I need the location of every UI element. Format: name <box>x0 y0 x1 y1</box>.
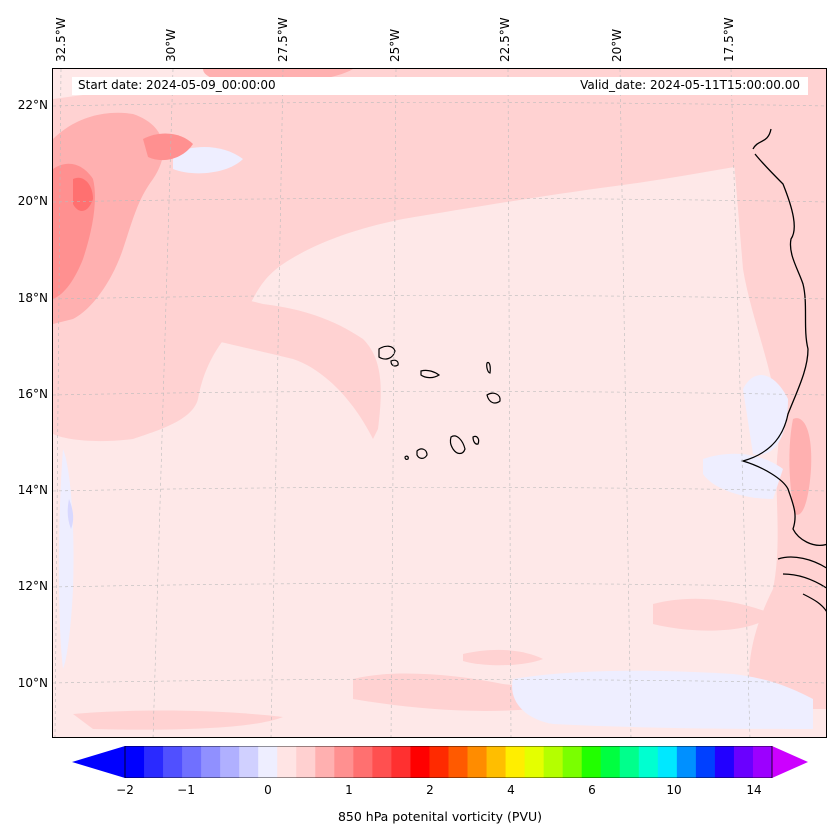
colorbar-segment <box>353 746 373 778</box>
colorbar-segment <box>714 746 735 778</box>
lon-label-20w: 20°W <box>610 28 624 62</box>
colorbar-extend-low <box>72 746 125 778</box>
colorbar-segment <box>600 746 621 778</box>
pv-high-northwest-3 <box>73 177 93 211</box>
lon-label-32-5w: 32.5°W <box>54 17 68 62</box>
colorbar-segment <box>182 746 202 778</box>
colorbar-segment <box>676 746 697 778</box>
colorbar-segment <box>467 746 488 778</box>
valid-date-text: Valid_date: 2024-05-11T15:00:00.00 <box>580 78 800 92</box>
lat-label-16n: 16°N <box>17 387 48 401</box>
colorbar-segments <box>125 746 773 778</box>
colorbar-segment <box>581 746 602 778</box>
lon-label-22-5w: 22.5°W <box>498 17 512 62</box>
island-santo-antao <box>378 345 396 360</box>
lat-label-20n: 20°N <box>17 194 48 208</box>
lat-label-18n: 18°N <box>17 291 48 305</box>
coastline-south <box>777 556 826 612</box>
colorbar-outline <box>124 746 773 778</box>
colorbar-segment <box>239 746 259 778</box>
colorbar-segment <box>410 746 431 778</box>
colorbar-segment <box>524 746 545 778</box>
colorbar-tick-minus2: −2 <box>116 783 134 797</box>
colorbar-segment <box>695 746 716 778</box>
colorbar-extend-high <box>772 746 808 778</box>
island-sao-nicolau <box>420 369 441 379</box>
colorbar-segment <box>277 746 297 778</box>
pv-negative-south <box>512 670 813 729</box>
lat-label-12n: 12°N <box>17 579 48 593</box>
pv-high-north-core <box>143 133 193 161</box>
colorbar-tick-2: 2 <box>426 783 434 797</box>
lon-label-27-5w: 27.5°W <box>276 17 290 62</box>
pv-high-northwest <box>53 112 164 324</box>
colorbar-segment <box>296 746 316 778</box>
colorbar-segment <box>391 746 412 778</box>
island-maio <box>472 435 480 445</box>
colorbar-segment <box>372 746 393 778</box>
map-panel <box>52 68 827 738</box>
colorbar-segment <box>448 746 469 778</box>
colorbar-tick-14: 14 <box>746 783 762 797</box>
colorbar-segment <box>752 746 773 778</box>
colorbar-segment <box>144 746 164 778</box>
colorbar-segment <box>562 746 583 778</box>
colorbar-tick-1: 1 <box>345 783 353 797</box>
pv-high-east <box>789 418 812 515</box>
colorbar-segment <box>505 746 526 778</box>
colorbar-segment <box>258 746 278 778</box>
colorbar-segment <box>619 746 640 778</box>
colorbar-segment <box>543 746 564 778</box>
pv-band-south-2 <box>73 710 283 730</box>
pv-negative-east <box>743 375 788 455</box>
colorbar-tick-4: 4 <box>507 783 515 797</box>
island-santiago <box>449 435 466 455</box>
lat-label-22n: 22°N <box>17 98 48 112</box>
colorbar-tick-0: 0 <box>264 783 272 797</box>
colorbar-label: 850 hPa potenital vorticity (PVU) <box>337 809 543 824</box>
colorbar-segment <box>486 746 507 778</box>
lat-label-14n: 14°N <box>17 483 48 497</box>
pv-contour-map <box>53 69 826 737</box>
colorbar-segment <box>220 746 240 778</box>
colorbar-segment <box>638 746 659 778</box>
lon-label-17-5w: 17.5°W <box>722 17 736 62</box>
pv-band-light <box>53 69 826 442</box>
colorbar-tick-minus1: −1 <box>177 783 195 797</box>
pv-negative-coast <box>703 453 783 499</box>
island-boa-vista <box>486 392 501 404</box>
pv-negative-pocket <box>67 499 74 529</box>
pv-negative-north <box>173 147 243 174</box>
island-brava <box>404 455 409 460</box>
colorbar-segment <box>429 746 450 778</box>
graticule <box>53 69 826 737</box>
pv-band-south-3 <box>653 598 773 631</box>
colorbar-tick-6: 6 <box>588 783 596 797</box>
colorbar <box>72 746 808 778</box>
colorbar-segment <box>657 746 678 778</box>
colorbar-segment <box>733 746 754 778</box>
colorbar-segment <box>201 746 221 778</box>
lat-label-10n: 10°N <box>17 676 48 690</box>
pv-band-south <box>353 673 555 711</box>
island-fogo <box>416 448 428 459</box>
lon-label-25w: 25°W <box>388 28 402 62</box>
lon-label-30w: 30°W <box>164 28 178 62</box>
pv-negative-west <box>58 449 74 669</box>
colorbar-segment <box>334 746 354 778</box>
start-date-text: Start date: 2024-05-09_00:00:00 <box>78 78 276 92</box>
pv-band-south-4 <box>463 649 543 666</box>
colorbar-segment <box>315 746 335 778</box>
coastline-africa <box>740 128 826 546</box>
island-sao-vicente <box>390 359 399 367</box>
colorbar-tick-10: 10 <box>666 783 682 797</box>
colorbar-segment <box>163 746 183 778</box>
date-info-bar: Start date: 2024-05-09_00:00:00 Valid_da… <box>72 77 808 95</box>
colorbar-segment <box>125 746 145 778</box>
island-sal <box>486 361 491 374</box>
pv-band-central <box>163 293 381 439</box>
